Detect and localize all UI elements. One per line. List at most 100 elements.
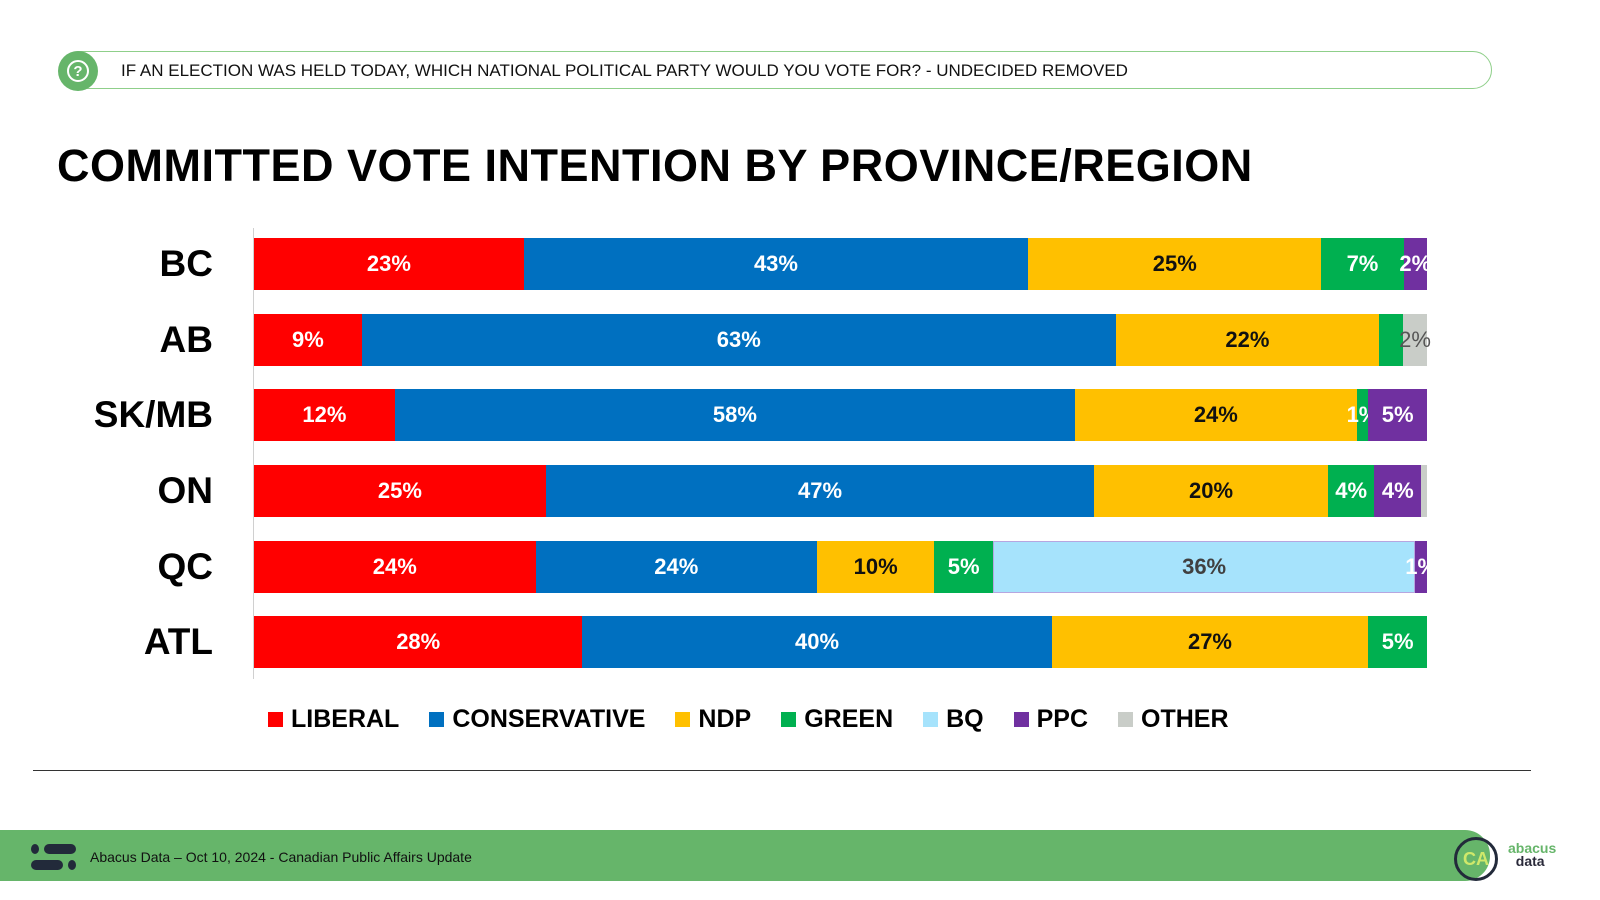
data-label: 25%: [1152, 251, 1197, 276]
data-label: 24%: [372, 554, 417, 579]
data-label: 63%: [716, 327, 761, 352]
data-label: 22%: [1225, 327, 1270, 352]
row-label: SK/MB: [93, 394, 213, 435]
legend-swatch: [1118, 712, 1134, 727]
category-axis: [253, 228, 254, 679]
legend-swatch: [268, 712, 283, 727]
bar-segment-ppc: 2%: [1399, 238, 1431, 290]
question-text: IF AN ELECTION WAS HELD TODAY, WHICH NAT…: [121, 61, 1128, 80]
bar-row: 9% 63% 22% 2%: [254, 314, 1431, 366]
bar-segment-conservative: 58%: [394, 389, 1076, 441]
legend-item-bq: BQ: [923, 705, 984, 734]
bar-segment-other: [1421, 465, 1427, 517]
bar-segment-green: 4%: [1327, 465, 1375, 517]
legend-item-ppc: PPC: [1013, 705, 1089, 734]
data-label: 58%: [712, 402, 757, 427]
data-label: 40%: [795, 629, 840, 654]
row-label: ATL: [143, 621, 213, 662]
ca-badge: CA: [1454, 837, 1498, 881]
bar-segment-green: 1%: [1347, 389, 1378, 441]
data-label: 5%: [1381, 629, 1414, 654]
legend-label: BQ: [946, 705, 984, 733]
bar-segment-ndp: 24%: [1075, 389, 1357, 441]
bar-segment-liberal: 23%: [254, 238, 524, 290]
legend: LIBERAL CONSERVATIVE NDP GREEN BQ PPC OTHER: [268, 705, 1229, 734]
bar-segment-conservative: 47%: [545, 465, 1095, 517]
bar-segment-conservative: 24%: [535, 541, 818, 593]
legend-swatch: [923, 712, 939, 727]
legend-item-green: GREEN: [781, 705, 893, 734]
legend-label: GREEN: [804, 705, 894, 733]
data-label: 47%: [798, 478, 843, 503]
bar-segment-ppc: 5%: [1368, 389, 1427, 441]
legend-item-conservative: CONSERVATIVE: [429, 705, 645, 734]
data-label: 43%: [753, 251, 798, 276]
bar-row: 28% 40% 27% 5%: [254, 616, 1427, 668]
data-label: 2%: [1399, 251, 1432, 276]
data-label: 20%: [1189, 478, 1234, 503]
data-label: 24%: [1193, 402, 1238, 427]
bar-segment-ppc: 1%: [1405, 541, 1437, 593]
data-label: 5%: [1381, 402, 1414, 427]
question-icon: ?: [58, 51, 98, 91]
data-label: 9%: [291, 327, 324, 352]
bar-row: 12% 58% 24% 1% 5%: [254, 389, 1427, 441]
bar-segment-conservative: 43%: [523, 238, 1029, 290]
legend-label: OTHER: [1141, 705, 1229, 733]
data-label: 7%: [1346, 251, 1379, 276]
legend-item-other: OTHER: [1118, 705, 1229, 734]
legend-label: CONSERVATIVE: [452, 705, 646, 733]
abacus-data-logo: abacus data: [1508, 840, 1557, 869]
data-label: 4%: [1381, 478, 1414, 503]
abacus-logo-icon: [31, 844, 76, 870]
legend-swatch: [429, 712, 445, 727]
bar-segment-other: 2%: [1399, 314, 1431, 366]
bar-segment-ndp: 25%: [1028, 238, 1322, 290]
bar-segment-green: 5%: [934, 541, 993, 593]
legend-label: NDP: [698, 705, 752, 733]
bar-row: 24% 24% 10% 5% 36% 1%: [254, 541, 1437, 593]
bar-segment-ndp: 20%: [1094, 465, 1328, 517]
data-label: 10%: [853, 554, 898, 579]
data-label: 27%: [1187, 629, 1232, 654]
data-label: 25%: [377, 478, 422, 503]
bar-segment-liberal: 9%: [254, 314, 362, 366]
bar-row: 25% 47% 20% 4% 4%: [254, 465, 1427, 517]
data-label: 12%: [302, 402, 347, 427]
legend-swatch: [781, 712, 797, 727]
bar-segment-liberal: 12%: [254, 389, 395, 441]
bar-segment-ndp: 27%: [1051, 616, 1369, 668]
legend-item-ndp: NDP: [675, 705, 751, 734]
data-label: 36%: [1182, 554, 1227, 579]
bar-segment-conservative: 40%: [582, 616, 1052, 668]
bar-segment-green: 5%: [1368, 616, 1427, 668]
bar-segment-bq: 36%: [992, 541, 1416, 593]
divider: [33, 770, 1531, 771]
legend-label: LIBERAL: [291, 705, 400, 733]
row-label: QC: [157, 546, 214, 587]
legend-label: PPC: [1036, 705, 1089, 733]
footer-text: Abacus Data – Oct 10, 2024 - Canadian Pu…: [90, 849, 472, 865]
legend-swatch: [675, 712, 691, 727]
row-label: ON: [157, 470, 214, 511]
data-label: 5%: [947, 554, 980, 579]
data-label: 23%: [366, 251, 411, 276]
data-label: 4%: [1335, 478, 1367, 503]
legend-item-liberal: LIBERAL: [268, 705, 399, 734]
bar-segment-green: 7%: [1321, 238, 1404, 290]
bar-segment-ppc: 4%: [1374, 465, 1422, 517]
bar-segment-liberal: 25%: [254, 465, 546, 517]
row-label: AB: [159, 319, 213, 360]
bar-segment-liberal: 28%: [254, 616, 583, 668]
data-label: 24%: [654, 554, 699, 579]
row-label: BC: [159, 243, 213, 284]
legend-swatch: [1013, 712, 1029, 727]
bar-segment-green: [1379, 314, 1404, 366]
footer-bar: [0, 830, 1490, 881]
bar-segment-ndp: 10%: [817, 541, 935, 593]
chart-title: COMMITTED VOTE INTENTION BY PROVINCE/REG…: [57, 140, 1253, 191]
bar-segment-liberal: 24%: [254, 541, 536, 593]
data-label: 2%: [1399, 327, 1431, 352]
data-label: 1%: [1405, 554, 1437, 579]
bar-row: 23% 43% 25% 7% 2%: [254, 238, 1431, 290]
